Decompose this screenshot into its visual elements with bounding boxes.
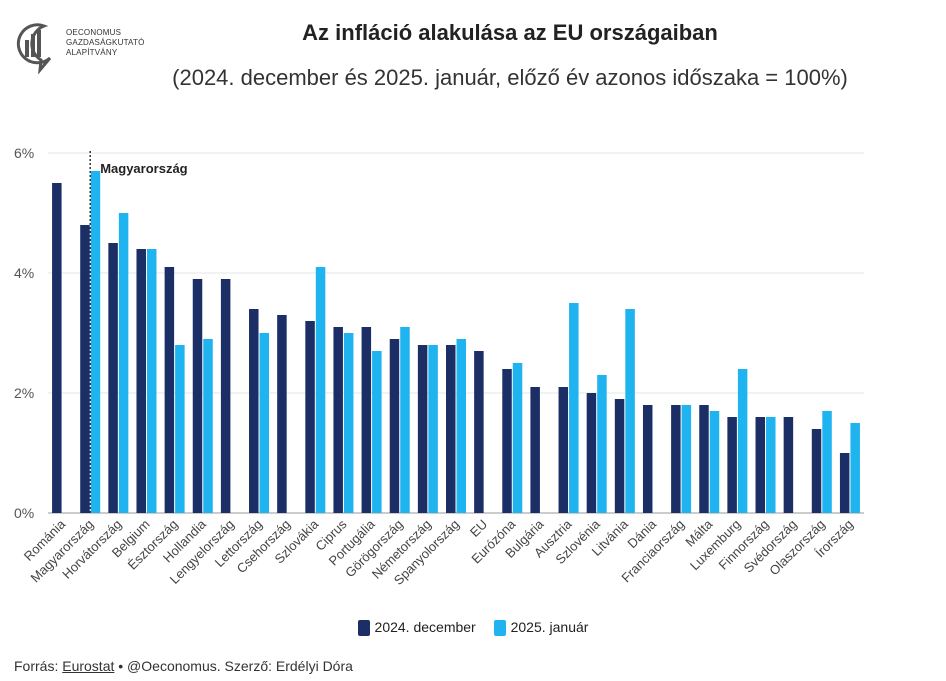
- bar-jan: [597, 375, 607, 513]
- legend-swatch-jan: [493, 619, 506, 636]
- y-tick-label: 2%: [14, 385, 34, 401]
- bar-jan: [175, 345, 185, 513]
- bar-dec: [136, 249, 146, 513]
- chart-legend: 2024. december 2025. január: [0, 618, 946, 636]
- bar-jan: [569, 303, 579, 513]
- bar-jan: [625, 309, 635, 513]
- bar-jan: [512, 363, 523, 513]
- bar-jan: [850, 423, 860, 513]
- chart-title: Az infláció alakulása az EU országaiban: [302, 20, 718, 45]
- footer-prefix: Forrás:: [14, 658, 63, 674]
- bar-jan: [456, 339, 466, 513]
- bar-dec: [558, 387, 569, 513]
- bar-jan: [766, 417, 776, 513]
- logo-wordmark: OECONOMUS GAZDASÁGKUTATÓ ALAPÍTVÁNY: [66, 28, 145, 57]
- source-link[interactable]: Eurostat: [62, 658, 115, 674]
- bar-dec: [671, 405, 681, 513]
- bar-jan: [203, 339, 213, 513]
- chart-subtitle: (2024. december és 2025. január, előző é…: [172, 65, 848, 90]
- bar-jan: [118, 213, 129, 513]
- bar-dec: [305, 321, 315, 513]
- bar-jan: [259, 333, 270, 513]
- bar-dec: [249, 309, 259, 513]
- y-tick-label: 4%: [14, 265, 34, 281]
- legend-label-dec: 2024. december: [374, 618, 476, 635]
- bar-dec: [108, 243, 118, 513]
- footer-source: Forrás: Eurostat • @Oeconomus. Szerző: E…: [14, 658, 353, 674]
- footer-credits: • @Oeconomus. Szerző: Erdélyi Dóra: [114, 658, 353, 674]
- bar-jan: [822, 411, 832, 513]
- bar-dec: [220, 279, 231, 513]
- bar-dec: [586, 393, 597, 513]
- bar-dec: [333, 327, 343, 513]
- y-tick-label: 6%: [14, 145, 34, 161]
- bar-dec: [389, 339, 400, 513]
- bar-jan: [709, 411, 720, 513]
- bar-dec: [474, 351, 484, 513]
- legend-label-jan: 2025. január: [510, 618, 589, 635]
- bar-jan: [737, 369, 748, 513]
- bar-dec: [277, 315, 287, 513]
- bar-dec: [783, 417, 794, 513]
- bar-jan: [343, 333, 354, 513]
- bar-dec: [614, 399, 625, 513]
- bar-dec: [811, 429, 822, 513]
- bar-dec: [530, 387, 540, 513]
- bar-dec: [642, 405, 653, 513]
- bar-jan: [400, 327, 410, 513]
- logo-icon: [16, 23, 52, 75]
- bar-jan: [315, 267, 326, 513]
- bar-jan: [146, 249, 157, 513]
- bar-jan: [372, 351, 382, 513]
- bar-dec: [699, 405, 709, 513]
- bar-dec: [417, 345, 428, 513]
- y-tick-label: 0%: [14, 505, 34, 521]
- highlight-label: Magyarország: [100, 161, 187, 176]
- bar-dec: [192, 279, 203, 513]
- bar-dec: [727, 417, 737, 513]
- bar-dec: [755, 417, 766, 513]
- legend-swatch-dec: [357, 619, 370, 636]
- bar-dec: [502, 369, 512, 513]
- legend-item-dec[interactable]: 2024. december: [357, 618, 476, 636]
- oeconomus-logo: OECONOMUS GAZDASÁGKUTATÓ ALAPÍTVÁNY: [14, 20, 164, 75]
- bar-dec: [361, 327, 372, 513]
- bar-jan: [681, 405, 692, 513]
- bar-chart: 0%2%4%6%RomániaMagyarországHorvátországB…: [14, 145, 864, 588]
- bar-dec: [52, 183, 62, 513]
- bar-dec: [839, 453, 850, 513]
- bar-jan: [428, 345, 438, 513]
- bar-dec: [164, 267, 175, 513]
- bar-dec: [446, 345, 456, 513]
- bar-jan: [90, 171, 101, 513]
- legend-item-jan[interactable]: 2025. január: [493, 618, 589, 636]
- bar-dec: [80, 225, 90, 513]
